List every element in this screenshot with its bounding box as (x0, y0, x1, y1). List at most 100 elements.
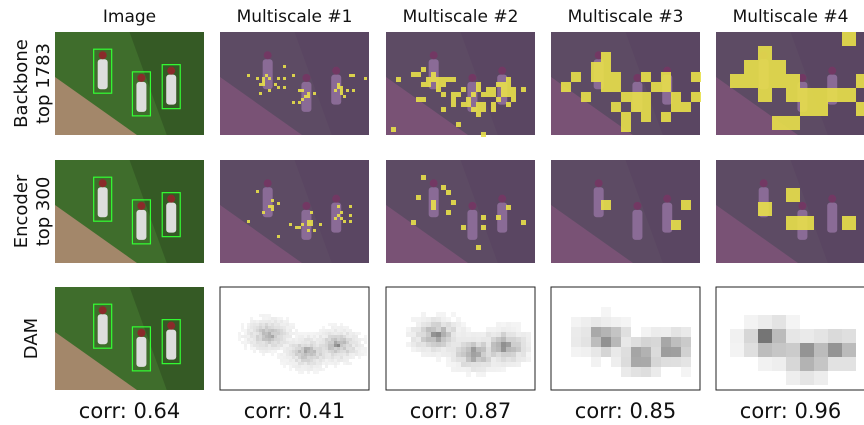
density (358, 338, 361, 341)
density (451, 352, 456, 357)
density (461, 362, 466, 367)
density (364, 341, 367, 344)
density (486, 337, 491, 342)
density (322, 326, 325, 329)
density (571, 327, 581, 337)
density (416, 327, 421, 332)
density (486, 327, 491, 332)
density (506, 352, 511, 357)
density (431, 332, 436, 337)
density (322, 332, 325, 335)
activation (842, 216, 856, 230)
density (250, 347, 253, 350)
density (304, 359, 307, 362)
density (307, 338, 310, 341)
density (511, 332, 516, 337)
density (481, 357, 486, 362)
density (295, 362, 298, 365)
density (466, 367, 471, 372)
density (476, 342, 481, 347)
density (295, 329, 298, 332)
cell-image (220, 160, 369, 263)
density (304, 365, 307, 368)
density (466, 342, 471, 347)
activation (691, 92, 701, 102)
density (355, 344, 358, 347)
density (250, 320, 253, 323)
density (277, 329, 280, 332)
density (274, 347, 277, 350)
activation (501, 87, 506, 92)
density (301, 362, 304, 365)
density (322, 344, 325, 347)
density (256, 344, 259, 347)
density (265, 323, 268, 326)
density (451, 332, 456, 337)
density (436, 337, 441, 342)
density (286, 353, 289, 356)
activation (511, 92, 516, 97)
density (461, 327, 466, 332)
density (456, 342, 461, 347)
density (313, 335, 316, 338)
density (313, 365, 316, 368)
density (491, 352, 496, 357)
density (298, 371, 301, 374)
density (298, 368, 301, 371)
density (446, 357, 451, 362)
density (319, 344, 322, 347)
density (286, 332, 289, 335)
density (268, 347, 271, 350)
density (481, 362, 486, 367)
activation (481, 92, 486, 97)
density (772, 315, 786, 329)
density (842, 343, 856, 357)
density (283, 341, 286, 344)
density (456, 332, 461, 337)
player (136, 210, 146, 240)
density (280, 332, 283, 335)
density (521, 332, 526, 337)
activation (671, 92, 681, 102)
density (511, 327, 516, 332)
density (301, 350, 304, 353)
density (328, 329, 331, 332)
density (346, 335, 349, 338)
density (304, 368, 307, 371)
activation (271, 199, 274, 202)
density (271, 347, 274, 350)
density (331, 356, 334, 359)
density (343, 344, 346, 347)
density (511, 347, 516, 352)
activation (758, 88, 772, 102)
density (346, 332, 349, 335)
density (304, 335, 307, 338)
density (256, 338, 259, 341)
activation (307, 95, 310, 98)
density (441, 332, 446, 337)
density (298, 335, 301, 338)
density (416, 322, 421, 327)
cell-image (55, 32, 204, 135)
activation (456, 122, 461, 127)
activation (772, 74, 786, 88)
activation (411, 72, 416, 77)
activation (349, 205, 352, 208)
density (451, 367, 456, 372)
density (265, 329, 268, 332)
activation (289, 223, 292, 226)
density (274, 344, 277, 347)
player-head (167, 195, 175, 203)
density (621, 327, 631, 337)
density (295, 353, 298, 356)
density (331, 341, 334, 344)
density (265, 347, 268, 350)
activation (301, 223, 304, 226)
density (511, 357, 516, 362)
density (521, 357, 526, 362)
activation (262, 77, 265, 80)
density (313, 362, 316, 365)
density (349, 338, 352, 341)
density (486, 332, 491, 337)
activation (262, 80, 265, 83)
